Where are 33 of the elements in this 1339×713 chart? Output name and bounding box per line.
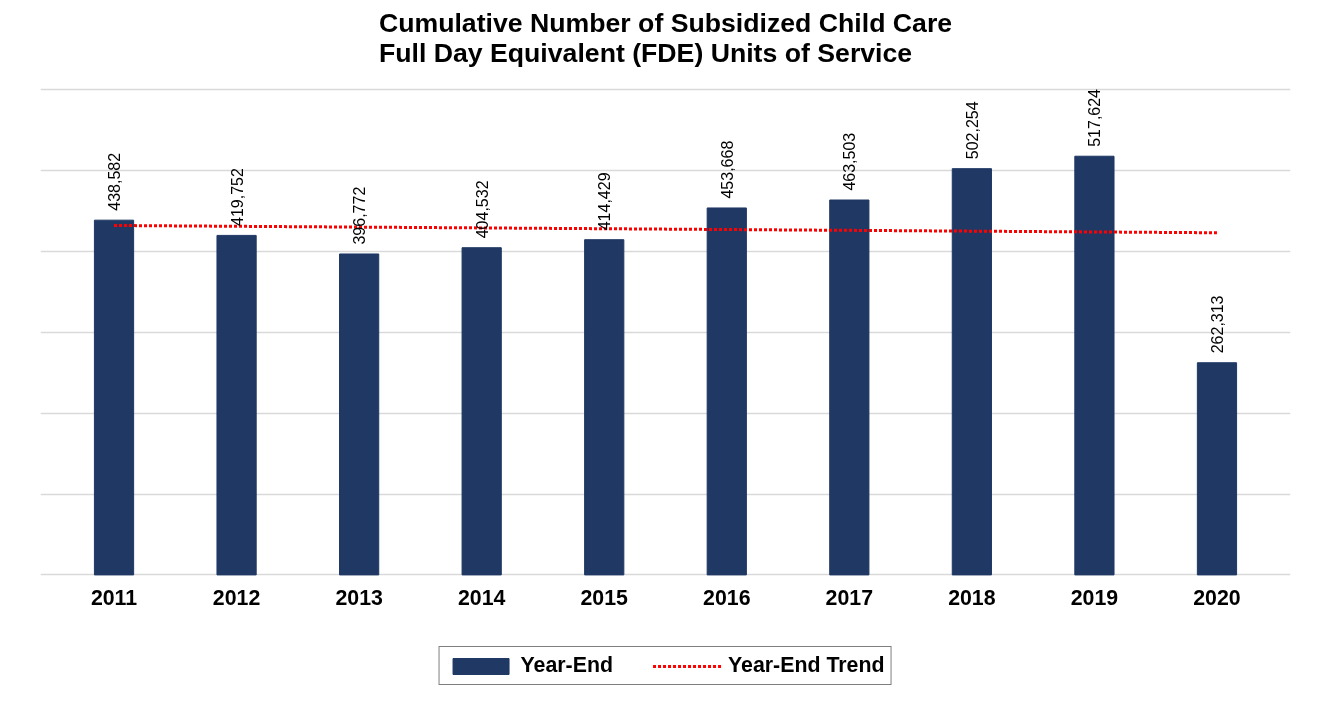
x-tick-label: 2017 — [825, 585, 874, 610]
data-label: 419,752 — [228, 168, 246, 226]
x-tick-label: 2013 — [335, 585, 383, 610]
data-label: 414,429 — [596, 172, 614, 231]
bar — [951, 168, 992, 576]
x-tick-label: 2014 — [457, 585, 506, 610]
x-tick-label: 2011 — [90, 585, 138, 610]
bar — [1196, 362, 1238, 576]
x-tick-label: 2020 — [1193, 585, 1241, 610]
x-tick-label: 2012 — [212, 585, 261, 610]
x-tick-label: 2015 — [580, 585, 629, 610]
bar — [461, 247, 502, 576]
data-label: 453,668 — [718, 140, 736, 199]
x-tick-label: 2019 — [1070, 585, 1119, 610]
data-label: 396,772 — [351, 186, 369, 245]
chart-title: Cumulative Number of Subsidized Child Care Full Day Equivalent (FDE) Units of Service — [378, 7, 953, 68]
data-label: 404,532 — [473, 180, 491, 239]
data-label: 517,624 — [1086, 88, 1104, 147]
bar — [829, 199, 870, 576]
data-label: 463,503 — [841, 132, 859, 191]
x-tick-label: 2016 — [703, 585, 751, 610]
bar — [339, 253, 380, 576]
bar — [93, 219, 135, 576]
bar — [706, 207, 747, 576]
data-label: 502,254 — [963, 101, 981, 160]
bar — [584, 239, 625, 576]
data-label: 262,313 — [1208, 295, 1226, 354]
x-tick-label: 2018 — [948, 585, 996, 610]
data-label: 438,582 — [106, 152, 124, 211]
legend-label: Year-End — [520, 653, 614, 678]
bar — [1074, 155, 1115, 576]
legend-label: Year-End Trend — [728, 653, 885, 678]
bar — [216, 234, 257, 576]
